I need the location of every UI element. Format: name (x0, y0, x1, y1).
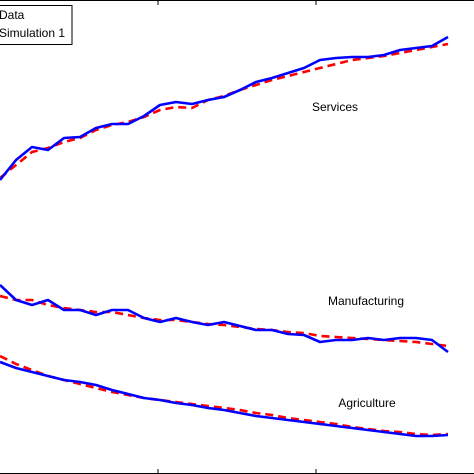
legend-box (0, 5, 73, 45)
legend-label: Data (0, 8, 25, 22)
data-line (0, 284, 449, 354)
legend-label: Simulation 1 (0, 26, 65, 40)
data-line (0, 360, 449, 438)
sector-label: Agriculture (338, 396, 396, 410)
legend: Data Simulation 1 (0, 5, 73, 45)
sector-label: Services (312, 100, 358, 114)
data-line (0, 35, 449, 181)
sector-label: Manufacturing (328, 294, 404, 308)
simulation-line (0, 42, 449, 180)
plot-area: Services Manufacturing Agriculture (0, 35, 449, 438)
simulation-line (0, 294, 449, 348)
